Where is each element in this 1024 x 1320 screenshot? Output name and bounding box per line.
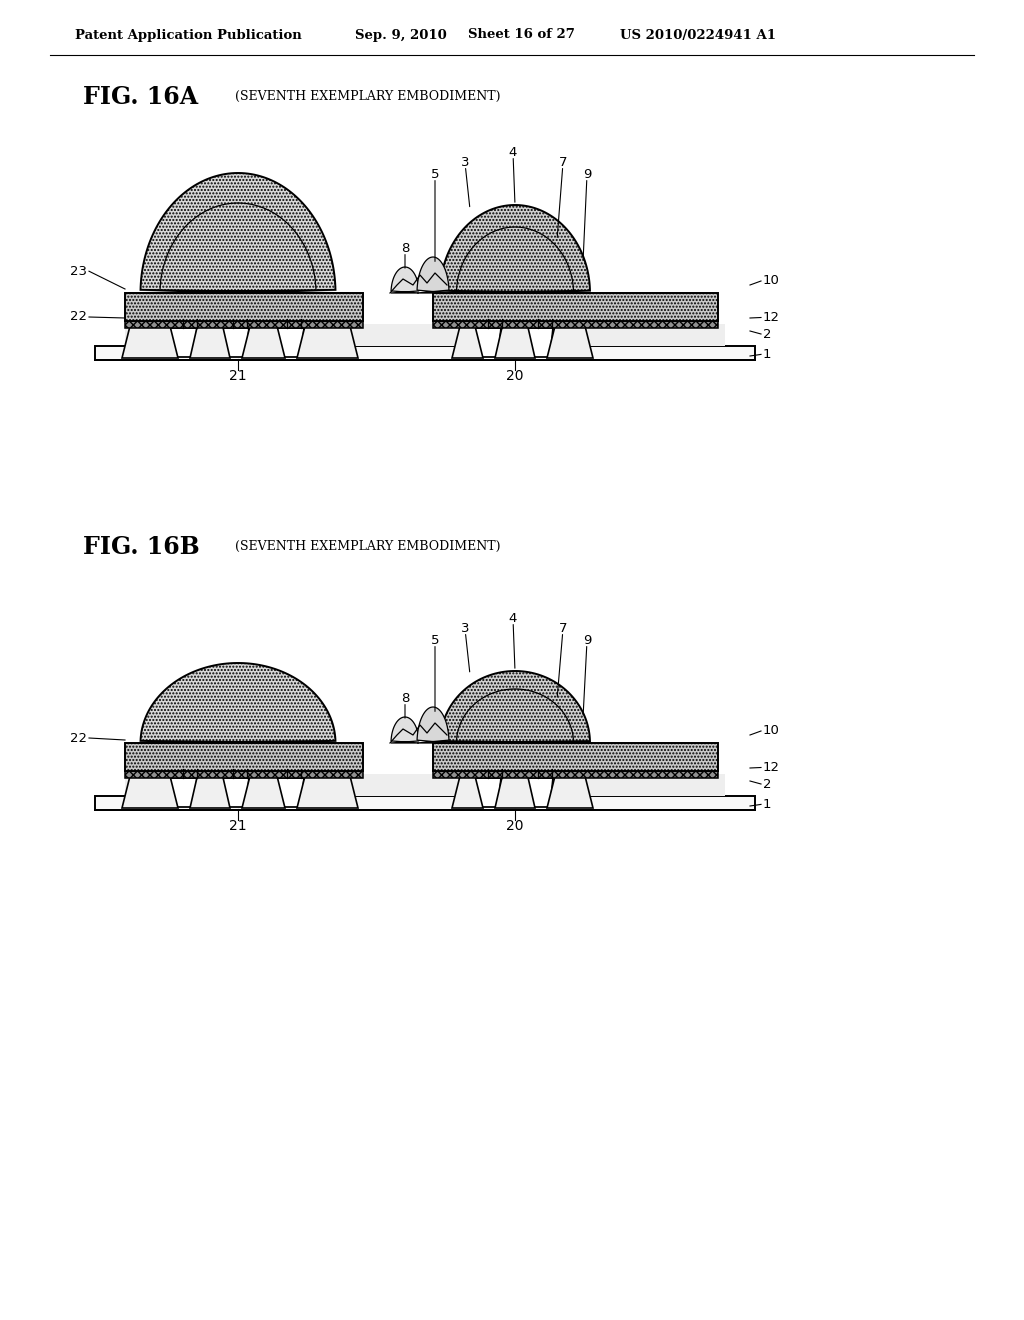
Text: 4: 4: [509, 147, 517, 160]
Text: FIG. 16A: FIG. 16A: [83, 84, 198, 110]
Text: 1: 1: [763, 797, 771, 810]
Text: Patent Application Publication: Patent Application Publication: [75, 29, 302, 41]
Text: 10: 10: [763, 725, 780, 738]
Text: 23: 23: [70, 265, 87, 277]
Bar: [95, 796, 755, 810]
Polygon shape: [122, 326, 178, 358]
Polygon shape: [475, 327, 501, 356]
Bar: [433, 321, 718, 327]
Polygon shape: [276, 777, 304, 807]
Bar: [125, 743, 362, 771]
Bar: [125, 774, 725, 796]
Text: Sep. 9, 2010: Sep. 9, 2010: [355, 29, 446, 41]
Text: 22: 22: [70, 731, 87, 744]
Text: 8: 8: [400, 693, 410, 705]
Polygon shape: [169, 327, 197, 356]
Polygon shape: [527, 777, 553, 807]
Text: 9: 9: [583, 169, 591, 181]
Polygon shape: [297, 326, 358, 358]
Polygon shape: [417, 708, 449, 743]
Polygon shape: [297, 776, 358, 808]
Text: (SEVENTH EXEMPLARY EMBODIMENT): (SEVENTH EXEMPLARY EMBODIMENT): [234, 90, 501, 103]
Polygon shape: [547, 776, 593, 808]
Bar: [125, 771, 362, 777]
Text: 21: 21: [229, 370, 247, 383]
Bar: [433, 771, 718, 777]
Polygon shape: [140, 663, 336, 743]
Text: 5: 5: [431, 635, 439, 648]
Polygon shape: [440, 205, 590, 293]
Text: 2: 2: [763, 327, 771, 341]
Text: 1: 1: [763, 348, 771, 360]
Polygon shape: [190, 323, 230, 358]
Bar: [95, 346, 755, 360]
Polygon shape: [417, 257, 449, 293]
Text: 3: 3: [461, 623, 469, 635]
Polygon shape: [122, 776, 178, 808]
Polygon shape: [452, 326, 483, 358]
Polygon shape: [495, 323, 535, 358]
Polygon shape: [276, 327, 304, 356]
Polygon shape: [190, 774, 230, 808]
Bar: [433, 743, 718, 771]
Polygon shape: [221, 327, 249, 356]
Text: (SEVENTH EXEMPLARY EMBODIMENT): (SEVENTH EXEMPLARY EMBODIMENT): [234, 540, 501, 553]
Text: 20: 20: [506, 370, 523, 383]
Text: 8: 8: [400, 243, 410, 256]
Text: 2: 2: [763, 777, 771, 791]
Polygon shape: [440, 671, 590, 743]
Polygon shape: [242, 326, 285, 358]
Text: 10: 10: [763, 275, 780, 288]
Text: 7: 7: [559, 157, 567, 169]
Text: Sheet 16 of 27: Sheet 16 of 27: [468, 29, 574, 41]
Text: 20: 20: [506, 818, 523, 833]
Text: 21: 21: [229, 818, 247, 833]
Polygon shape: [475, 777, 501, 807]
Text: FIG. 16B: FIG. 16B: [83, 535, 200, 558]
Bar: [433, 293, 718, 321]
Text: 22: 22: [70, 310, 87, 323]
Polygon shape: [391, 717, 419, 743]
Text: 3: 3: [461, 157, 469, 169]
Polygon shape: [140, 173, 336, 293]
Bar: [125, 321, 362, 327]
Text: 5: 5: [431, 169, 439, 181]
Polygon shape: [495, 774, 535, 808]
Polygon shape: [242, 776, 285, 808]
Text: 9: 9: [583, 635, 591, 648]
Text: 4: 4: [509, 612, 517, 626]
Text: 12: 12: [763, 762, 780, 774]
Text: 7: 7: [559, 623, 567, 635]
Bar: [125, 323, 725, 346]
Polygon shape: [527, 327, 553, 356]
Text: 12: 12: [763, 312, 780, 323]
Bar: [125, 293, 362, 321]
Polygon shape: [547, 326, 593, 358]
Polygon shape: [452, 776, 483, 808]
Polygon shape: [391, 267, 419, 293]
Polygon shape: [169, 777, 197, 807]
Text: US 2010/0224941 A1: US 2010/0224941 A1: [620, 29, 776, 41]
Polygon shape: [221, 777, 249, 807]
